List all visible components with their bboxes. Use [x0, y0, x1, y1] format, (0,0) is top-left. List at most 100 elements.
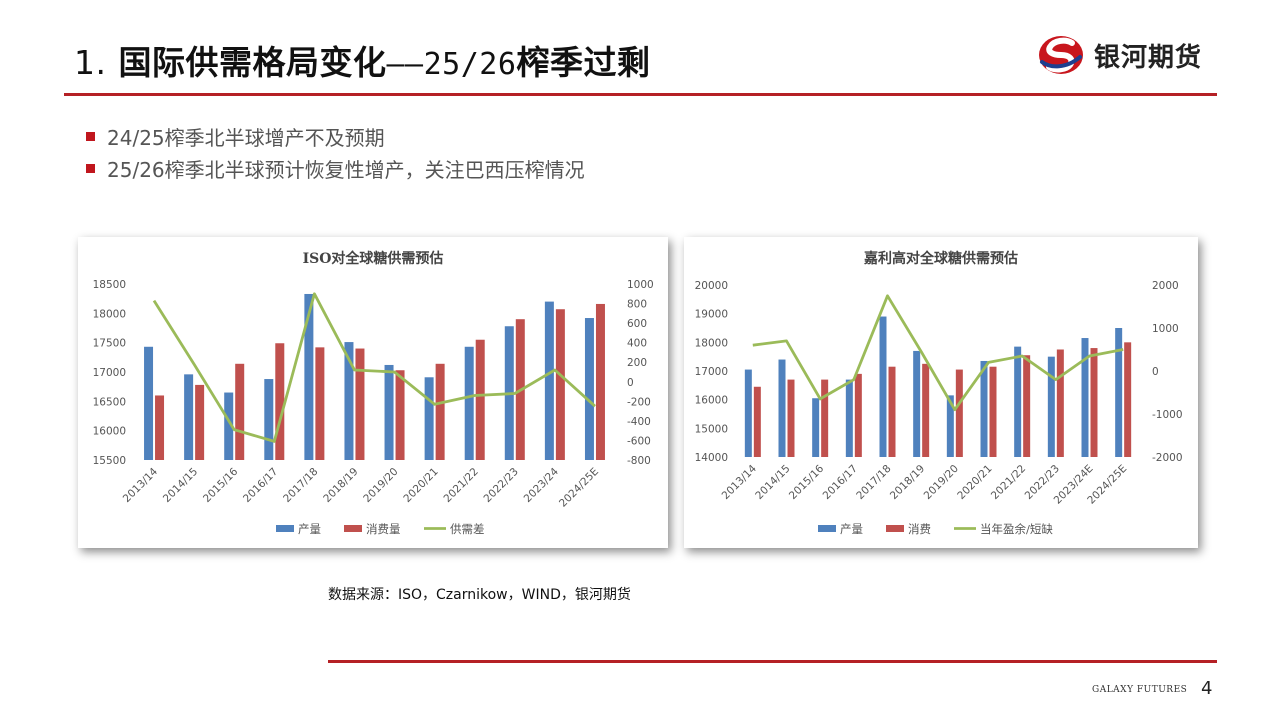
- chart-title: ISO对全球糖供需预估: [303, 250, 444, 267]
- bar-consumption: [155, 395, 165, 460]
- bar-production: [304, 293, 314, 460]
- chart-title: 嘉利高对全球糖供需预估: [863, 250, 1018, 267]
- left-axis-tick-label: 16000: [695, 395, 728, 407]
- bar-consumption: [435, 363, 445, 460]
- right-axis-tick-label: 0: [1152, 366, 1159, 378]
- bar-production: [424, 377, 434, 460]
- right-axis-tick-label: -400: [627, 416, 651, 428]
- series-line-balance: [152, 292, 596, 443]
- legend-swatch: [886, 525, 904, 532]
- left-axis-tick-label: 14000: [695, 452, 728, 464]
- category-tick-label: 2021/22: [989, 463, 1028, 502]
- left-axis-tick-label: 15000: [695, 423, 728, 435]
- logo-text: 银河期货: [1094, 42, 1203, 73]
- category-tick-label: 2018/19: [888, 463, 927, 502]
- left-axis-tick-label: 16500: [93, 396, 126, 408]
- bar-consumption: [1124, 342, 1132, 457]
- bar-consumption: [475, 339, 485, 460]
- legend-label: 当年盈余/短缺: [980, 522, 1053, 536]
- legend-label: 产量: [298, 522, 321, 536]
- bar-production: [845, 379, 853, 457]
- title-main: 国际供需格局变化: [118, 43, 387, 82]
- bar-production: [980, 360, 988, 457]
- bar-consumption: [888, 366, 896, 457]
- footer-brand: GALAXY FUTURES: [1092, 685, 1188, 695]
- right-axis-tick-label: -1000: [1152, 409, 1183, 421]
- bar-consumption: [355, 348, 365, 460]
- category-tick-label: 2023/24: [522, 465, 562, 505]
- bullet-list: 24/25榨季北半球增产不及预期 25/26榨季北半球预计恢复性增产，关注巴西压…: [86, 120, 585, 184]
- category-tick-label: 2016/17: [241, 466, 280, 505]
- right-axis-tick-label: -800: [627, 455, 651, 467]
- category-tick-label: 2022/23: [482, 466, 521, 505]
- bar-consumption: [922, 363, 930, 457]
- bar-consumption: [955, 369, 963, 457]
- bar-consumption: [595, 303, 605, 460]
- legend-swatch: [818, 525, 836, 532]
- bar-production: [1014, 346, 1022, 457]
- left-axis-tick-label: 17000: [695, 366, 728, 378]
- left-axis-tick-label: 15500: [93, 455, 126, 467]
- bar-production: [264, 379, 274, 460]
- left-axis-tick-label: 18000: [93, 308, 126, 320]
- right-axis-tick-label: 1000: [1152, 323, 1179, 335]
- left-axis-tick-label: 20000: [695, 280, 728, 292]
- right-axis-tick-label: 800: [627, 299, 647, 311]
- category-tick-label: 2024/25E: [557, 466, 601, 510]
- page-number: 4: [1201, 678, 1213, 699]
- bar-production: [544, 301, 554, 460]
- bar-production: [144, 346, 154, 460]
- bar-production: [384, 364, 394, 460]
- category-tick-label: 2015/16: [201, 465, 241, 505]
- bar-consumption: [1056, 349, 1064, 457]
- bar-production: [812, 398, 820, 457]
- right-axis-tick-label: -600: [627, 435, 651, 447]
- category-tick-label: 2014/15: [161, 466, 200, 505]
- left-axis-tick-label: 19000: [695, 309, 728, 321]
- right-axis-tick-label: -2000: [1152, 452, 1183, 464]
- legend-swatch: [344, 525, 362, 532]
- bar-consumption: [821, 379, 829, 457]
- bar-production: [184, 374, 194, 460]
- iso-chart-panel: ISO对全球糖供需预估 15500 16000 16500 17000 17500 1800…: [78, 237, 668, 548]
- galaxy-logo: 银河期货: [1036, 33, 1202, 77]
- legend-label: 供需差: [450, 522, 485, 536]
- right-axis-tick-label: 2000: [1152, 280, 1179, 292]
- bar-production: [1081, 338, 1089, 457]
- right-axis-tick-label: 200: [627, 357, 647, 369]
- series-line-balance: [752, 294, 1124, 412]
- category-tick-label: 2020/21: [955, 463, 994, 502]
- right-axis-tick-label: 400: [627, 338, 647, 350]
- title-end: 榨季过剩: [516, 43, 651, 82]
- bar-production: [913, 350, 921, 457]
- bar-production: [344, 342, 354, 460]
- bullet-square-icon: [86, 163, 95, 173]
- bar-production: [946, 395, 954, 457]
- bullet-item: 25/26榨季北半球预计恢复性增产，关注巴西压榨情况: [86, 152, 585, 184]
- right-axis-tick-label: 600: [627, 318, 647, 330]
- title-dash: ——25/26: [386, 47, 517, 82]
- bullet-text: 24/25榨季北半球增产不及预期: [107, 125, 385, 150]
- category-tick-label: 2019/20: [922, 463, 961, 502]
- category-tick-label: 2020/21: [401, 466, 440, 505]
- bar-production: [584, 318, 594, 460]
- cargill-chart: 嘉利高对全球糖供需预估 14000 15000 16000 17000 18000 1900…: [695, 250, 1183, 536]
- legend-label: 产量: [840, 522, 863, 536]
- left-axis-tick-label: 16000: [93, 426, 126, 438]
- bar-consumption: [395, 370, 405, 460]
- right-axis-tick-label: 1000: [627, 279, 654, 291]
- left-axis-tick-label: 17500: [93, 338, 126, 350]
- page-title: 1. 国际供需格局变化——25/26榨季过剩: [74, 36, 650, 84]
- bar-consumption: [275, 343, 285, 460]
- category-tick-label: 2013/14: [720, 462, 760, 502]
- bullet-square-icon: [86, 131, 95, 141]
- left-axis-tick-label: 17000: [93, 367, 126, 379]
- bar-production: [464, 346, 474, 460]
- category-tick-label: 2019/20: [361, 466, 400, 505]
- bar-consumption: [315, 347, 325, 460]
- data-source-note: 数据来源：ISO，Czarnikow，WIND，银河期货: [328, 587, 631, 603]
- category-tick-label: 2013/14: [121, 465, 161, 505]
- category-tick-label: 2016/17: [821, 463, 860, 502]
- legend-label: 消费量: [366, 522, 401, 536]
- category-tick-label: 2014/15: [753, 463, 792, 502]
